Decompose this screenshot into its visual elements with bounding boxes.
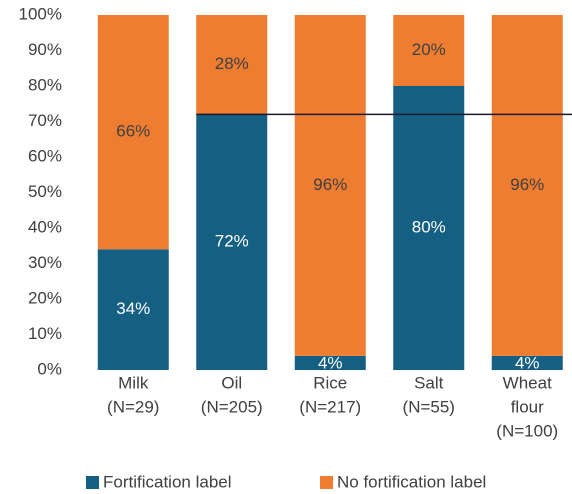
bar-segment — [196, 114, 268, 371]
data-label: 72% — [215, 232, 249, 251]
legend-swatch — [86, 476, 99, 489]
x-tick-label: (N=217) — [299, 397, 361, 416]
x-tick-label: Oil — [221, 373, 242, 392]
x-tick-label: (N=100) — [496, 421, 558, 440]
x-tick-label: Wheat — [503, 373, 552, 392]
x-tick-label: flour — [511, 397, 544, 416]
y-tick-label: 50% — [28, 182, 62, 201]
bar-segment — [196, 15, 268, 115]
legend-swatch — [320, 476, 333, 489]
bar-segment — [294, 15, 366, 356]
bar-segment — [491, 355, 563, 370]
legend-label: No fortification label — [337, 472, 486, 491]
legend-label: Fortification label — [103, 472, 232, 491]
y-tick-label: 70% — [28, 111, 62, 130]
y-tick-label: 100% — [19, 4, 62, 23]
x-tick-label: Rice — [313, 373, 347, 392]
y-tick-label: 0% — [37, 359, 62, 378]
data-label: 80% — [412, 217, 446, 236]
data-label: 34% — [116, 299, 150, 318]
y-tick-label: 20% — [28, 288, 62, 307]
bar-segment — [294, 355, 366, 370]
bar-segment — [393, 86, 465, 370]
x-tick-label: (N=205) — [201, 397, 263, 416]
y-tick-label: 30% — [28, 253, 62, 272]
data-label: 66% — [116, 122, 150, 141]
data-label: 4% — [515, 353, 540, 372]
bar-segment — [393, 15, 465, 86]
data-label: 4% — [318, 353, 343, 372]
data-label: 96% — [510, 175, 544, 194]
y-tick-label: 80% — [28, 75, 62, 94]
x-tick-label: Salt — [414, 373, 444, 392]
x-tick-label: (N=29) — [107, 397, 159, 416]
data-label: 28% — [215, 54, 249, 73]
y-tick-label: 10% — [28, 324, 62, 343]
x-tick-label: (N=55) — [403, 397, 455, 416]
bar-segment — [97, 249, 169, 370]
y-tick-label: 60% — [28, 146, 62, 165]
bar-segment — [491, 15, 563, 356]
y-tick-label: 40% — [28, 217, 62, 236]
data-label: 20% — [412, 40, 446, 59]
data-label: 96% — [313, 175, 347, 194]
bar-segment — [97, 15, 169, 250]
y-tick-label: 90% — [28, 40, 62, 59]
x-tick-label: Milk — [118, 373, 149, 392]
